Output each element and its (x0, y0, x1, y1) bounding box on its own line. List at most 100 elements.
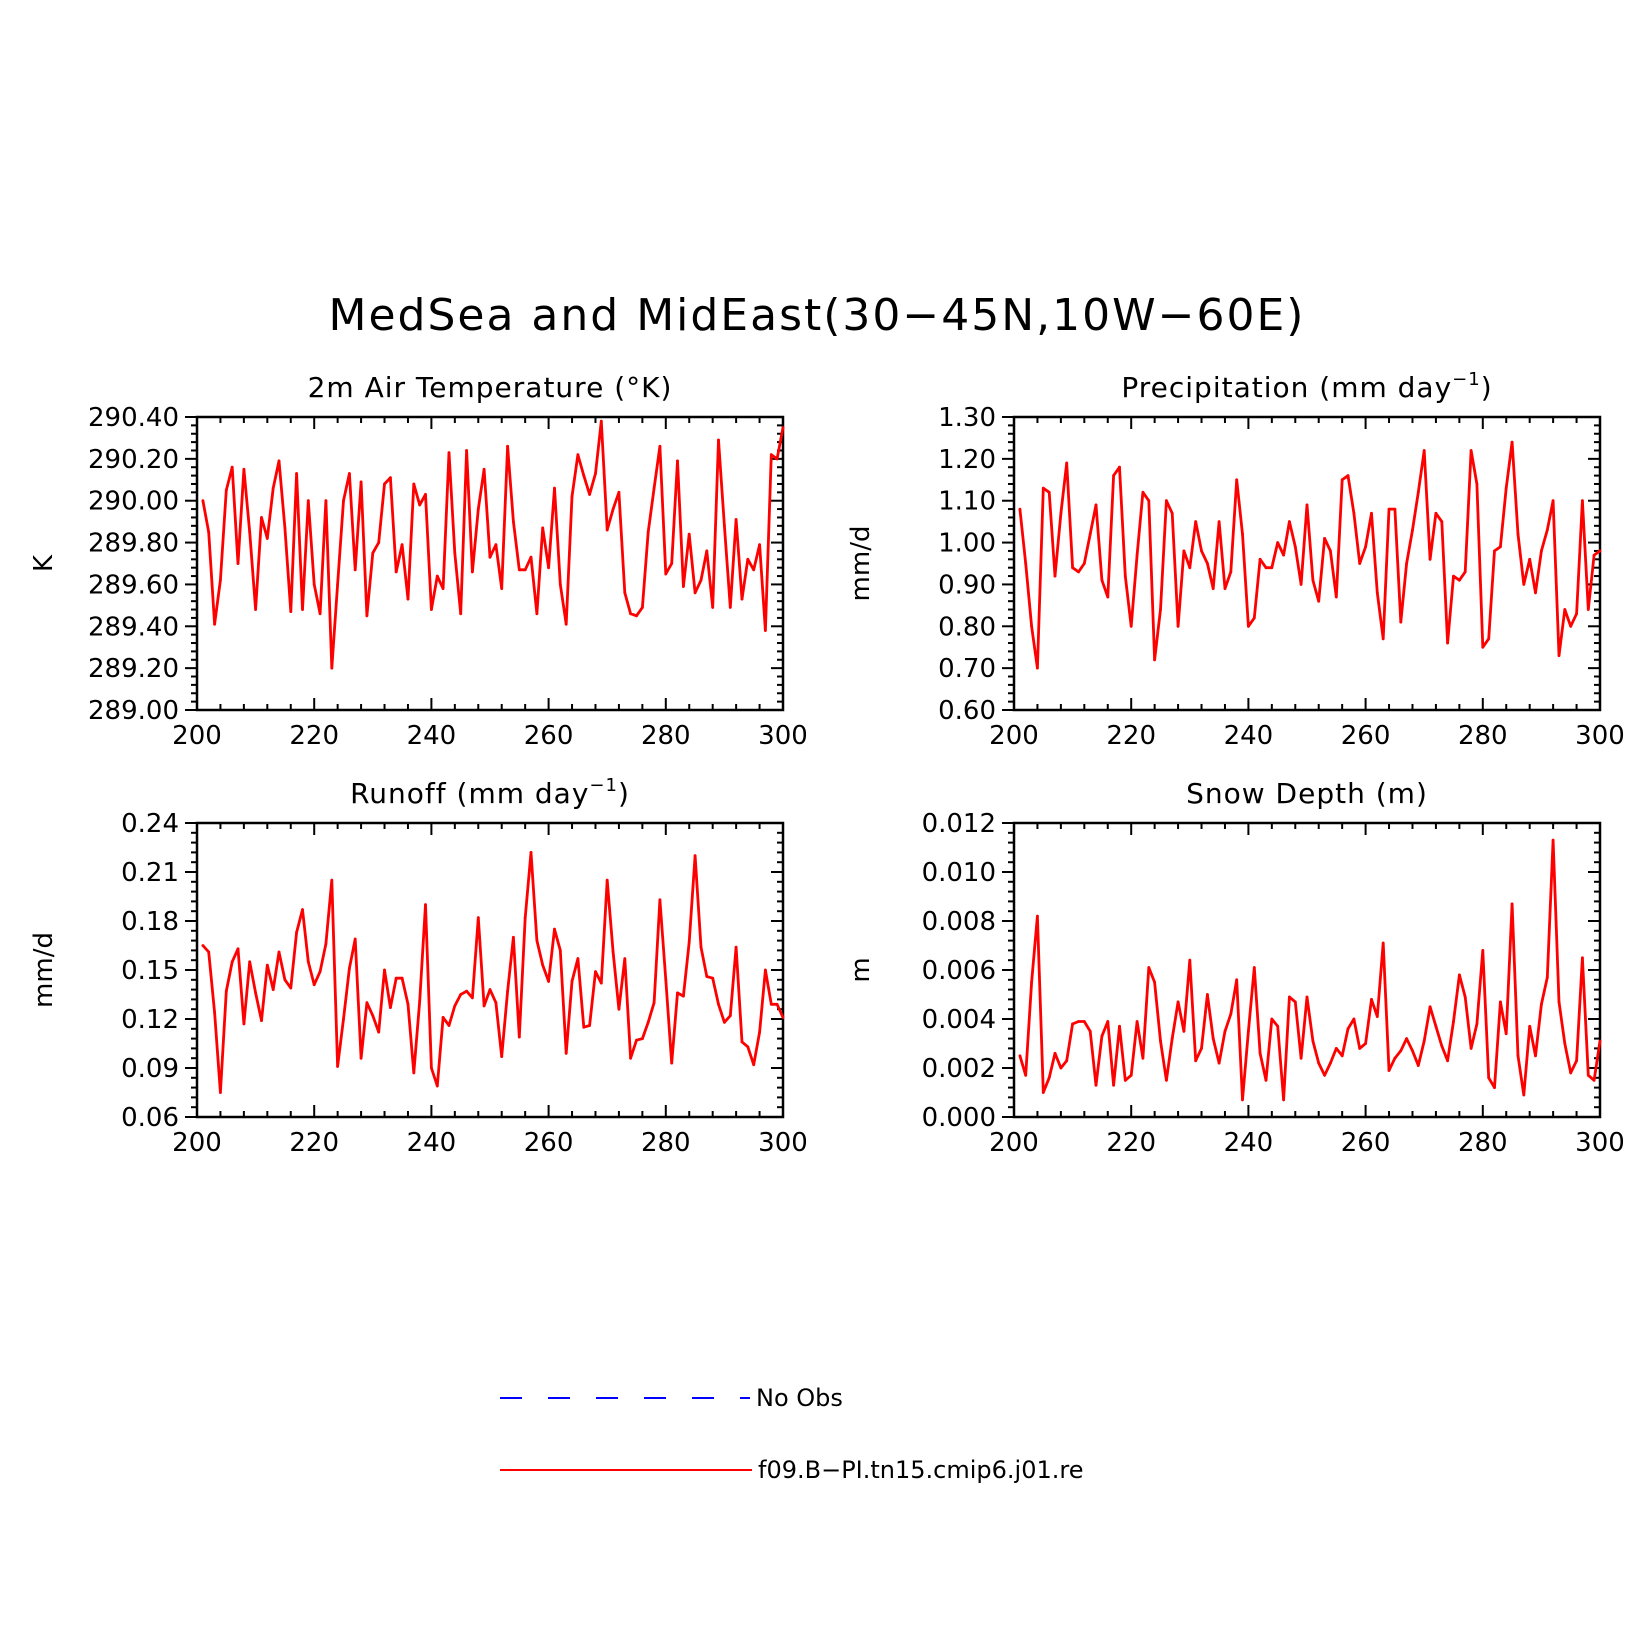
data-point (1493, 549, 1496, 553)
data-point (1123, 574, 1127, 578)
data-point (547, 980, 550, 983)
data-point (1563, 608, 1567, 611)
data-point (1153, 980, 1156, 984)
data-point (1088, 1029, 1092, 1033)
data-point (1422, 1039, 1426, 1043)
data-point (705, 549, 709, 553)
panel-title: Runoff (mm day−1) (350, 775, 630, 810)
data-point (353, 568, 357, 572)
y-tick-label: 0.18 (121, 907, 179, 937)
data-point (1176, 624, 1180, 628)
data-point (359, 1056, 363, 1060)
x-tick-label: 260 (1341, 1128, 1391, 1158)
data-point (1375, 591, 1379, 595)
data-point (1592, 553, 1596, 557)
data-point (1258, 557, 1262, 561)
data-point (1475, 1022, 1479, 1026)
data-point (676, 991, 679, 995)
data-point (248, 530, 252, 534)
data-point (1293, 1000, 1297, 1004)
data-point (588, 1024, 591, 1027)
data-point (1422, 449, 1426, 452)
data-point (728, 606, 732, 609)
data-point (1170, 1037, 1174, 1040)
data-point (353, 937, 357, 941)
data-point (1487, 637, 1491, 641)
y-tick-label: 290.20 (88, 445, 179, 475)
data-point (1053, 574, 1057, 578)
y-tick-label: 290.40 (88, 403, 179, 433)
data-point (1252, 966, 1256, 969)
data-point (348, 967, 351, 970)
data-point (1047, 490, 1051, 494)
data-point (1598, 1039, 1602, 1043)
data-point (1434, 1024, 1438, 1028)
data-point (1569, 1071, 1573, 1075)
data-point (687, 532, 691, 536)
data-point (242, 1022, 246, 1026)
data-point (1311, 578, 1315, 582)
y-tick-label: 0.09 (121, 1054, 179, 1084)
data-point (1153, 658, 1156, 662)
x-tick-label: 260 (524, 721, 574, 751)
y-axis-label: K (29, 554, 59, 572)
data-point (1458, 973, 1461, 977)
data-point (377, 541, 381, 544)
data-point (734, 518, 738, 521)
data-point (465, 989, 468, 993)
data-point (723, 1020, 726, 1024)
data-point (1036, 666, 1039, 670)
data-point (418, 503, 422, 507)
data-point (430, 1066, 433, 1070)
data-point (1329, 1061, 1332, 1065)
data-point (1305, 995, 1309, 999)
data-point (1159, 608, 1162, 611)
data-point (1358, 562, 1362, 565)
data-point (1405, 1037, 1408, 1040)
data-point (523, 568, 527, 572)
data-point (1217, 520, 1221, 523)
data-point (365, 614, 369, 618)
data-point (547, 566, 550, 570)
y-tick-label: 289.80 (88, 529, 179, 559)
data-point (301, 608, 304, 611)
data-point (371, 551, 375, 555)
data-point (1200, 549, 1203, 553)
data-point (1293, 545, 1297, 549)
data-point (230, 960, 234, 964)
data-point (1182, 549, 1186, 553)
data-point (336, 1065, 339, 1068)
data-point (441, 587, 445, 590)
data-point (342, 499, 345, 503)
panel-title-main: Precipitation (mm day (1121, 371, 1452, 404)
data-point (728, 1014, 732, 1018)
data-point (781, 1016, 785, 1019)
data-point (1100, 578, 1104, 582)
data-point (1299, 583, 1303, 586)
data-point (1106, 595, 1110, 599)
data-point (1241, 1098, 1244, 1102)
data-point (1311, 1039, 1315, 1043)
data-point (1399, 620, 1403, 624)
panel-runoff: 200 220 240 260 280 300 0.06 0.09 0.12 0.15 0.18 0.… (29, 775, 808, 1158)
data-point (1551, 499, 1555, 503)
data-point (1194, 1059, 1198, 1063)
data-point (523, 916, 527, 920)
data-point (207, 530, 211, 534)
data-point (1129, 624, 1133, 628)
y-tick-label: 0.21 (121, 858, 179, 888)
data-point (418, 999, 422, 1003)
data-point (1071, 566, 1074, 570)
data-point (1446, 1059, 1449, 1063)
data-point (1129, 1073, 1133, 1077)
data-point (734, 945, 738, 949)
data-point (1317, 1061, 1321, 1065)
data-point (435, 1084, 439, 1088)
panel-title-main: 2m Air Temperature (°K) (308, 371, 673, 404)
data-point (1475, 482, 1479, 486)
data-point (623, 957, 627, 960)
data-point (676, 459, 679, 463)
y-tick-label: 289.20 (88, 654, 179, 684)
data-point (576, 453, 580, 457)
data-point (1305, 503, 1309, 507)
